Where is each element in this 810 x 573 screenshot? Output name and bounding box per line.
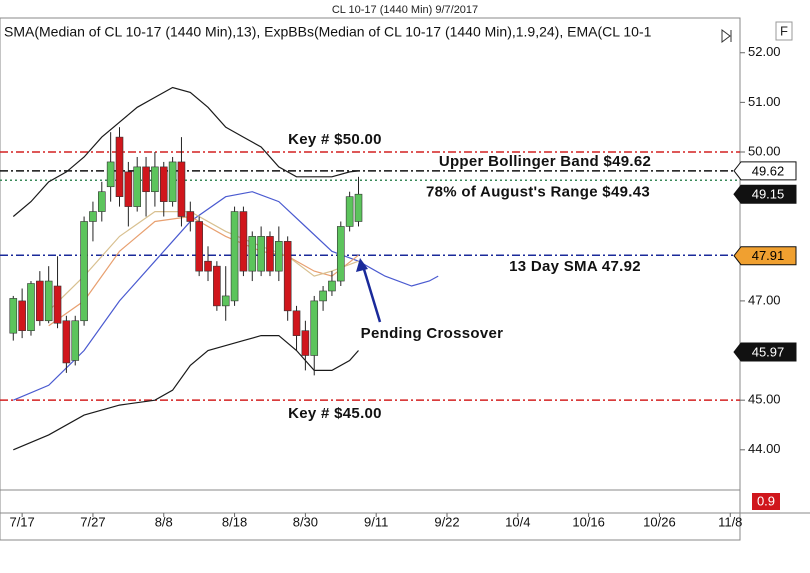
- chart-title: CL 10-17 (1440 Min) 9/7/2017: [332, 4, 478, 16]
- annotation: Key # $50.00: [288, 131, 382, 148]
- volume-marker: [752, 493, 780, 510]
- y-tick-label: 47.00: [748, 292, 781, 307]
- candle-body: [266, 236, 274, 272]
- scroll-icon[interactable]: [721, 29, 732, 43]
- candle-body: [71, 320, 80, 361]
- indicator-line: [13, 335, 359, 451]
- price-marker-label: 45.97: [752, 344, 785, 359]
- y-tick-label: 50.00: [748, 143, 781, 158]
- price-marker: [733, 184, 797, 204]
- candle-body: [336, 226, 345, 282]
- x-tick-label: 9/22: [434, 514, 459, 529]
- corner-label: F: [780, 23, 788, 38]
- y-tick-label: 51.00: [748, 94, 781, 109]
- indicator-line: [13, 191, 439, 401]
- arrow-head: [356, 258, 368, 272]
- candle-body: [9, 298, 18, 334]
- y-tick-label: 45.00: [748, 392, 781, 407]
- candle-body: [115, 136, 124, 197]
- indicator-line: [48, 211, 359, 312]
- indicator-line: [12, 86, 359, 217]
- candle-body: [168, 161, 177, 202]
- candle-body: [151, 166, 159, 193]
- price-marker: [733, 342, 797, 362]
- y-tick-label: 52.00: [748, 44, 781, 59]
- indicator-line: [48, 215, 359, 327]
- candle-body: [319, 290, 327, 302]
- x-tick-label: 8/18: [222, 514, 247, 529]
- candle-body: [142, 166, 150, 193]
- price-marker-label: 49.62: [752, 163, 785, 178]
- x-tick-label: 8/30: [293, 514, 318, 529]
- candle-body: [301, 330, 310, 356]
- candle-body: [106, 161, 115, 188]
- x-tick-label: 11/8: [718, 514, 742, 529]
- candle-body: [97, 191, 106, 212]
- candle-body: [283, 241, 292, 312]
- arrow-shaft: [361, 265, 382, 323]
- candle-body: [230, 211, 239, 302]
- candle-body: [80, 221, 88, 322]
- candle-body: [213, 265, 221, 307]
- candle-body: [133, 166, 142, 207]
- candle-body: [44, 280, 53, 322]
- candle-body: [186, 211, 195, 222]
- price-marker: [733, 161, 797, 181]
- candle-body: [195, 221, 203, 272]
- x-tick-label: 8/8: [155, 514, 173, 529]
- annotation: 78% of August's Range $49.43: [426, 183, 650, 200]
- candle-body: [221, 295, 230, 307]
- corner-box: [775, 21, 793, 41]
- candle-body: [292, 310, 301, 336]
- annotation: Key # $45.00: [288, 405, 382, 422]
- candle-body: [310, 300, 319, 356]
- candle-body: [239, 211, 248, 272]
- price-marker-label: 49.15: [752, 187, 785, 202]
- x-tick-label: 10/4: [505, 514, 530, 529]
- candle-body: [36, 280, 44, 322]
- x-tick-label: 7/17: [9, 514, 34, 529]
- indicator-header: SMA(Median of CL 10-17 (1440 Min),13), E…: [4, 24, 652, 40]
- price-marker-label: 47.91: [752, 248, 785, 263]
- candle-body: [27, 283, 35, 331]
- candle-body: [124, 171, 133, 207]
- x-tick-label: 10/26: [643, 514, 676, 529]
- candle-body: [89, 211, 97, 222]
- candle-body: [248, 236, 257, 272]
- x-tick-label: 9/11: [364, 514, 388, 529]
- price-marker: [733, 246, 797, 266]
- x-tick-label: 10/16: [572, 514, 605, 529]
- candle-body: [345, 196, 354, 227]
- annotation: Upper Bollinger Band $49.62: [439, 153, 651, 170]
- candle-body: [177, 161, 186, 217]
- candle-body: [257, 236, 265, 272]
- candle-body: [159, 166, 168, 202]
- candle-body: [18, 300, 26, 331]
- candle-body: [62, 320, 71, 364]
- candle-body: [204, 260, 212, 272]
- annotation: 13 Day SMA 47.92: [509, 258, 641, 275]
- candle-body: [328, 280, 336, 292]
- candle-body: [354, 193, 363, 222]
- annotation: Pending Crossover: [361, 325, 504, 342]
- candle-body: [275, 241, 283, 272]
- candle-body: [53, 285, 62, 324]
- y-tick-label: 44.00: [748, 441, 781, 456]
- volume-marker-label: 0.9: [757, 493, 775, 508]
- x-tick-label: 7/27: [80, 514, 105, 529]
